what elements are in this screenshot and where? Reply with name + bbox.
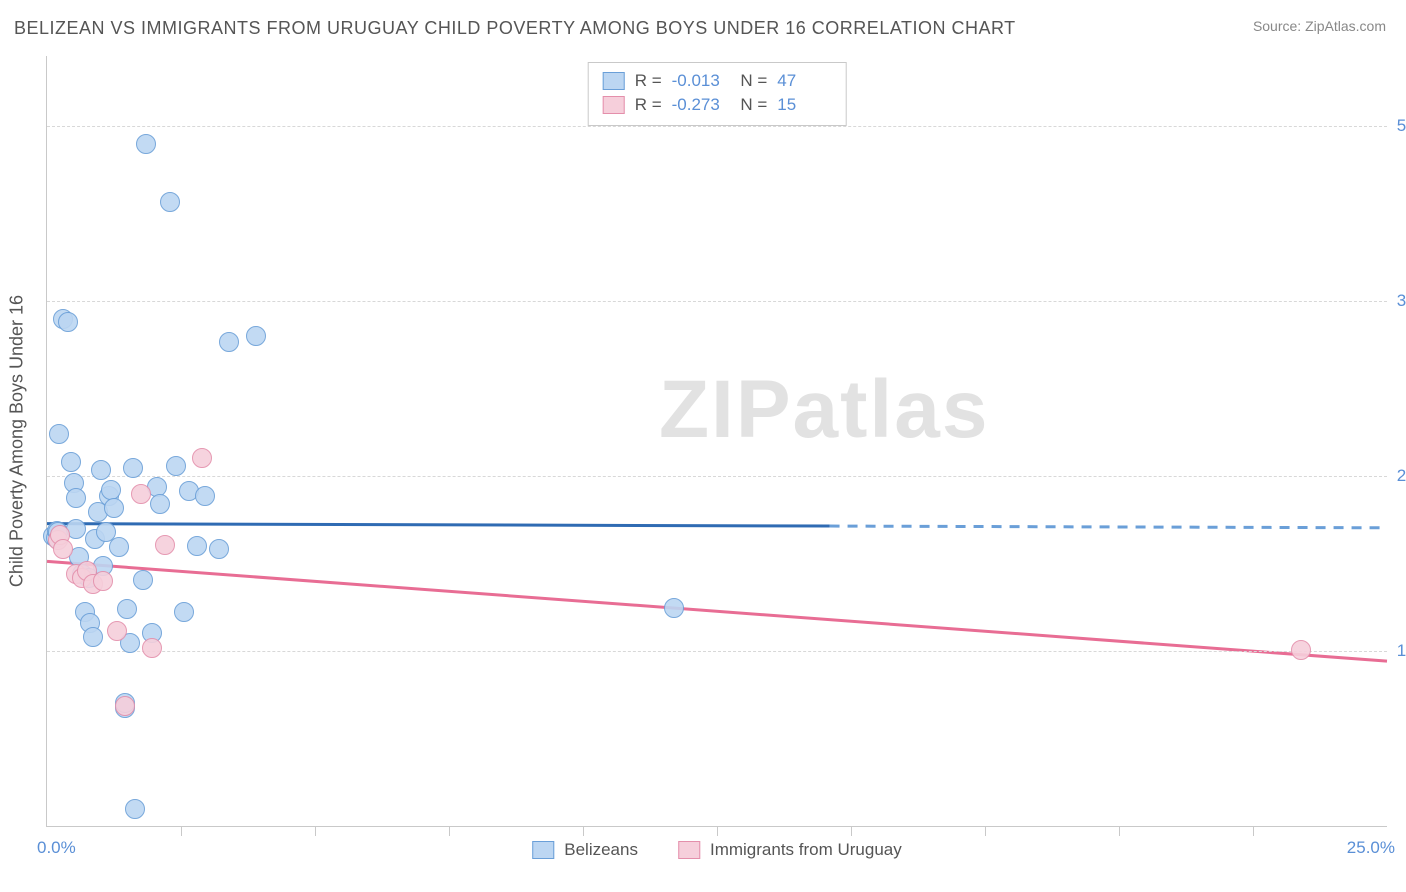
x-tick: [315, 826, 316, 836]
n-label: N =: [736, 69, 768, 93]
data-point: [195, 486, 215, 506]
chart-title: BELIZEAN VS IMMIGRANTS FROM URUGUAY CHIL…: [14, 18, 1392, 44]
data-point: [155, 535, 175, 555]
data-point: [93, 571, 113, 591]
data-point: [160, 192, 180, 212]
y-tick-label: 37.5%: [1397, 291, 1406, 311]
plot-area: ZIPatlas Child Poverty Among Boys Under …: [46, 56, 1387, 827]
gridline-horizontal: [47, 301, 1387, 302]
gridline-horizontal: [47, 476, 1387, 477]
legend-swatch: [678, 841, 700, 859]
n-value: 47: [777, 69, 831, 93]
r-label: R =: [635, 69, 662, 93]
watermark-light: atlas: [793, 364, 990, 455]
x-tick: [851, 826, 852, 836]
trendline: [47, 561, 1387, 661]
data-point: [61, 452, 81, 472]
data-point: [49, 424, 69, 444]
x-tick: [583, 826, 584, 836]
legend-label: Belizeans: [564, 840, 638, 860]
data-point: [1291, 640, 1311, 660]
trendline: [47, 524, 830, 526]
data-point: [125, 799, 145, 819]
r-value: -0.273: [672, 93, 726, 117]
data-point: [187, 536, 207, 556]
data-point: [117, 599, 137, 619]
data-point: [101, 480, 121, 500]
x-tick: [1119, 826, 1120, 836]
data-point: [53, 539, 73, 559]
legend-swatch: [603, 72, 625, 90]
data-point: [109, 537, 129, 557]
x-tick: [717, 826, 718, 836]
data-point: [83, 627, 103, 647]
data-point: [142, 638, 162, 658]
legend-swatch: [532, 841, 554, 859]
y-tick-label: 50.0%: [1397, 116, 1406, 136]
legend-swatch: [603, 96, 625, 114]
stats-legend-row: R = -0.273 N = 15: [603, 93, 832, 117]
series-legend: Belizeans Immigrants from Uruguay: [532, 840, 902, 860]
source-attribution: Source: ZipAtlas.com: [1253, 18, 1386, 34]
data-point: [664, 598, 684, 618]
r-value: -0.013: [672, 69, 726, 93]
data-point: [209, 539, 229, 559]
data-point: [192, 448, 212, 468]
data-point: [150, 494, 170, 514]
legend-label: Immigrants from Uruguay: [710, 840, 902, 860]
data-point: [174, 602, 194, 622]
gridline-horizontal: [47, 651, 1387, 652]
data-point: [104, 498, 124, 518]
data-point: [219, 332, 239, 352]
data-point: [166, 456, 186, 476]
r-label: R =: [635, 93, 662, 117]
data-point: [66, 488, 86, 508]
watermark-bold: ZIP: [659, 364, 793, 455]
trendline: [830, 526, 1387, 528]
data-point: [246, 326, 266, 346]
x-axis-max-label: 25.0%: [1347, 838, 1395, 858]
y-tick-label: 12.5%: [1397, 641, 1406, 661]
data-point: [91, 460, 111, 480]
n-value: 15: [777, 93, 831, 117]
n-label: N =: [736, 93, 768, 117]
data-point: [131, 484, 151, 504]
y-axis-title: Child Poverty Among Boys Under 16: [7, 295, 28, 587]
gridline-horizontal: [47, 126, 1387, 127]
x-tick: [181, 826, 182, 836]
data-point: [133, 570, 153, 590]
legend-item: Immigrants from Uruguay: [678, 840, 902, 860]
x-tick: [1253, 826, 1254, 836]
data-point: [115, 696, 135, 716]
data-point: [107, 621, 127, 641]
x-tick: [449, 826, 450, 836]
trendlines-layer: [47, 56, 1387, 826]
x-axis-min-label: 0.0%: [37, 838, 76, 858]
data-point: [136, 134, 156, 154]
x-tick: [985, 826, 986, 836]
y-tick-label: 25.0%: [1397, 466, 1406, 486]
stats-legend-row: R = -0.013 N = 47: [603, 69, 832, 93]
watermark: ZIPatlas: [659, 363, 989, 457]
data-point: [58, 312, 78, 332]
data-point: [123, 458, 143, 478]
legend-item: Belizeans: [532, 840, 638, 860]
stats-legend-box: R = -0.013 N = 47 R = -0.273 N = 15: [588, 62, 847, 126]
